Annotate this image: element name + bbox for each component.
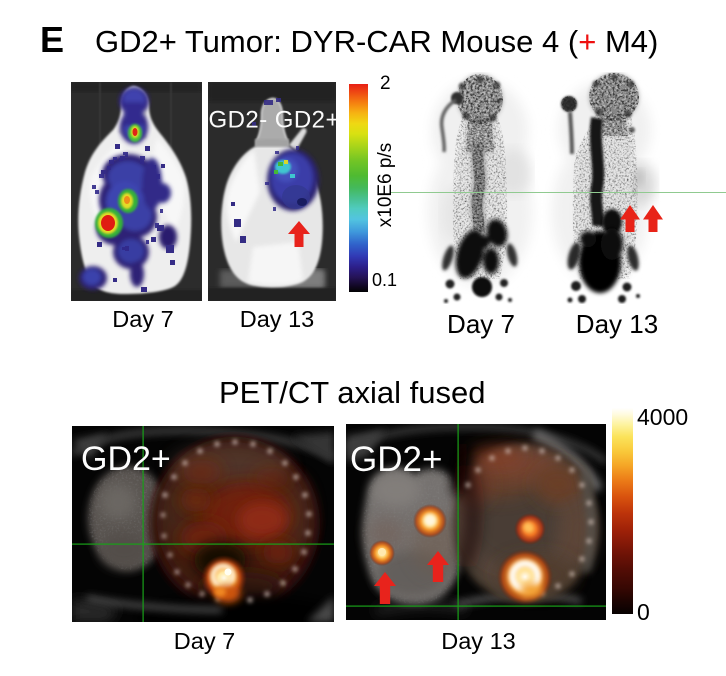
svg-text:GD2- GD2+: GD2- GD2+ (209, 107, 337, 134)
svg-text:GD2+: GD2+ (81, 440, 171, 478)
svg-text:GD2+: GD2+ (350, 440, 442, 479)
